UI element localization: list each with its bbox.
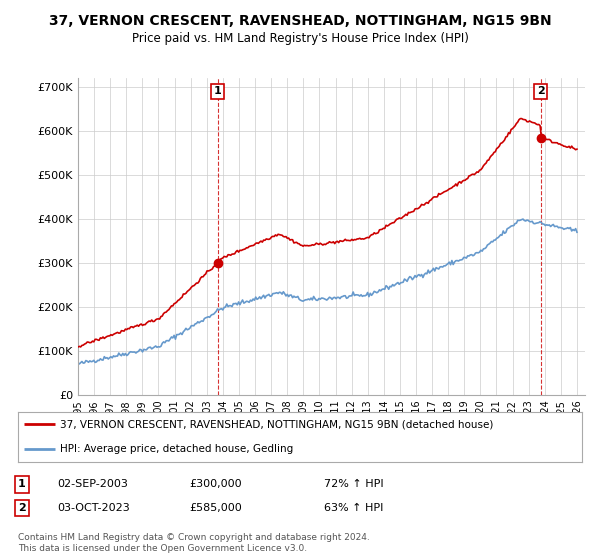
Text: £585,000: £585,000 [189, 503, 242, 513]
Text: £300,000: £300,000 [189, 479, 242, 489]
Text: HPI: Average price, detached house, Gedling: HPI: Average price, detached house, Gedl… [60, 445, 293, 454]
Text: 02-SEP-2003: 02-SEP-2003 [57, 479, 128, 489]
Text: 37, VERNON CRESCENT, RAVENSHEAD, NOTTINGHAM, NG15 9BN (detached house): 37, VERNON CRESCENT, RAVENSHEAD, NOTTING… [60, 419, 494, 429]
Text: Contains HM Land Registry data © Crown copyright and database right 2024.
This d: Contains HM Land Registry data © Crown c… [18, 533, 370, 553]
Text: 63% ↑ HPI: 63% ↑ HPI [324, 503, 383, 513]
Text: 72% ↑ HPI: 72% ↑ HPI [324, 479, 383, 489]
Text: 2: 2 [537, 86, 545, 96]
Text: 03-OCT-2023: 03-OCT-2023 [57, 503, 130, 513]
Text: Price paid vs. HM Land Registry's House Price Index (HPI): Price paid vs. HM Land Registry's House … [131, 32, 469, 45]
Text: 1: 1 [18, 479, 26, 489]
Text: 37, VERNON CRESCENT, RAVENSHEAD, NOTTINGHAM, NG15 9BN: 37, VERNON CRESCENT, RAVENSHEAD, NOTTING… [49, 14, 551, 28]
Text: 2: 2 [18, 503, 26, 513]
Text: 1: 1 [214, 86, 221, 96]
